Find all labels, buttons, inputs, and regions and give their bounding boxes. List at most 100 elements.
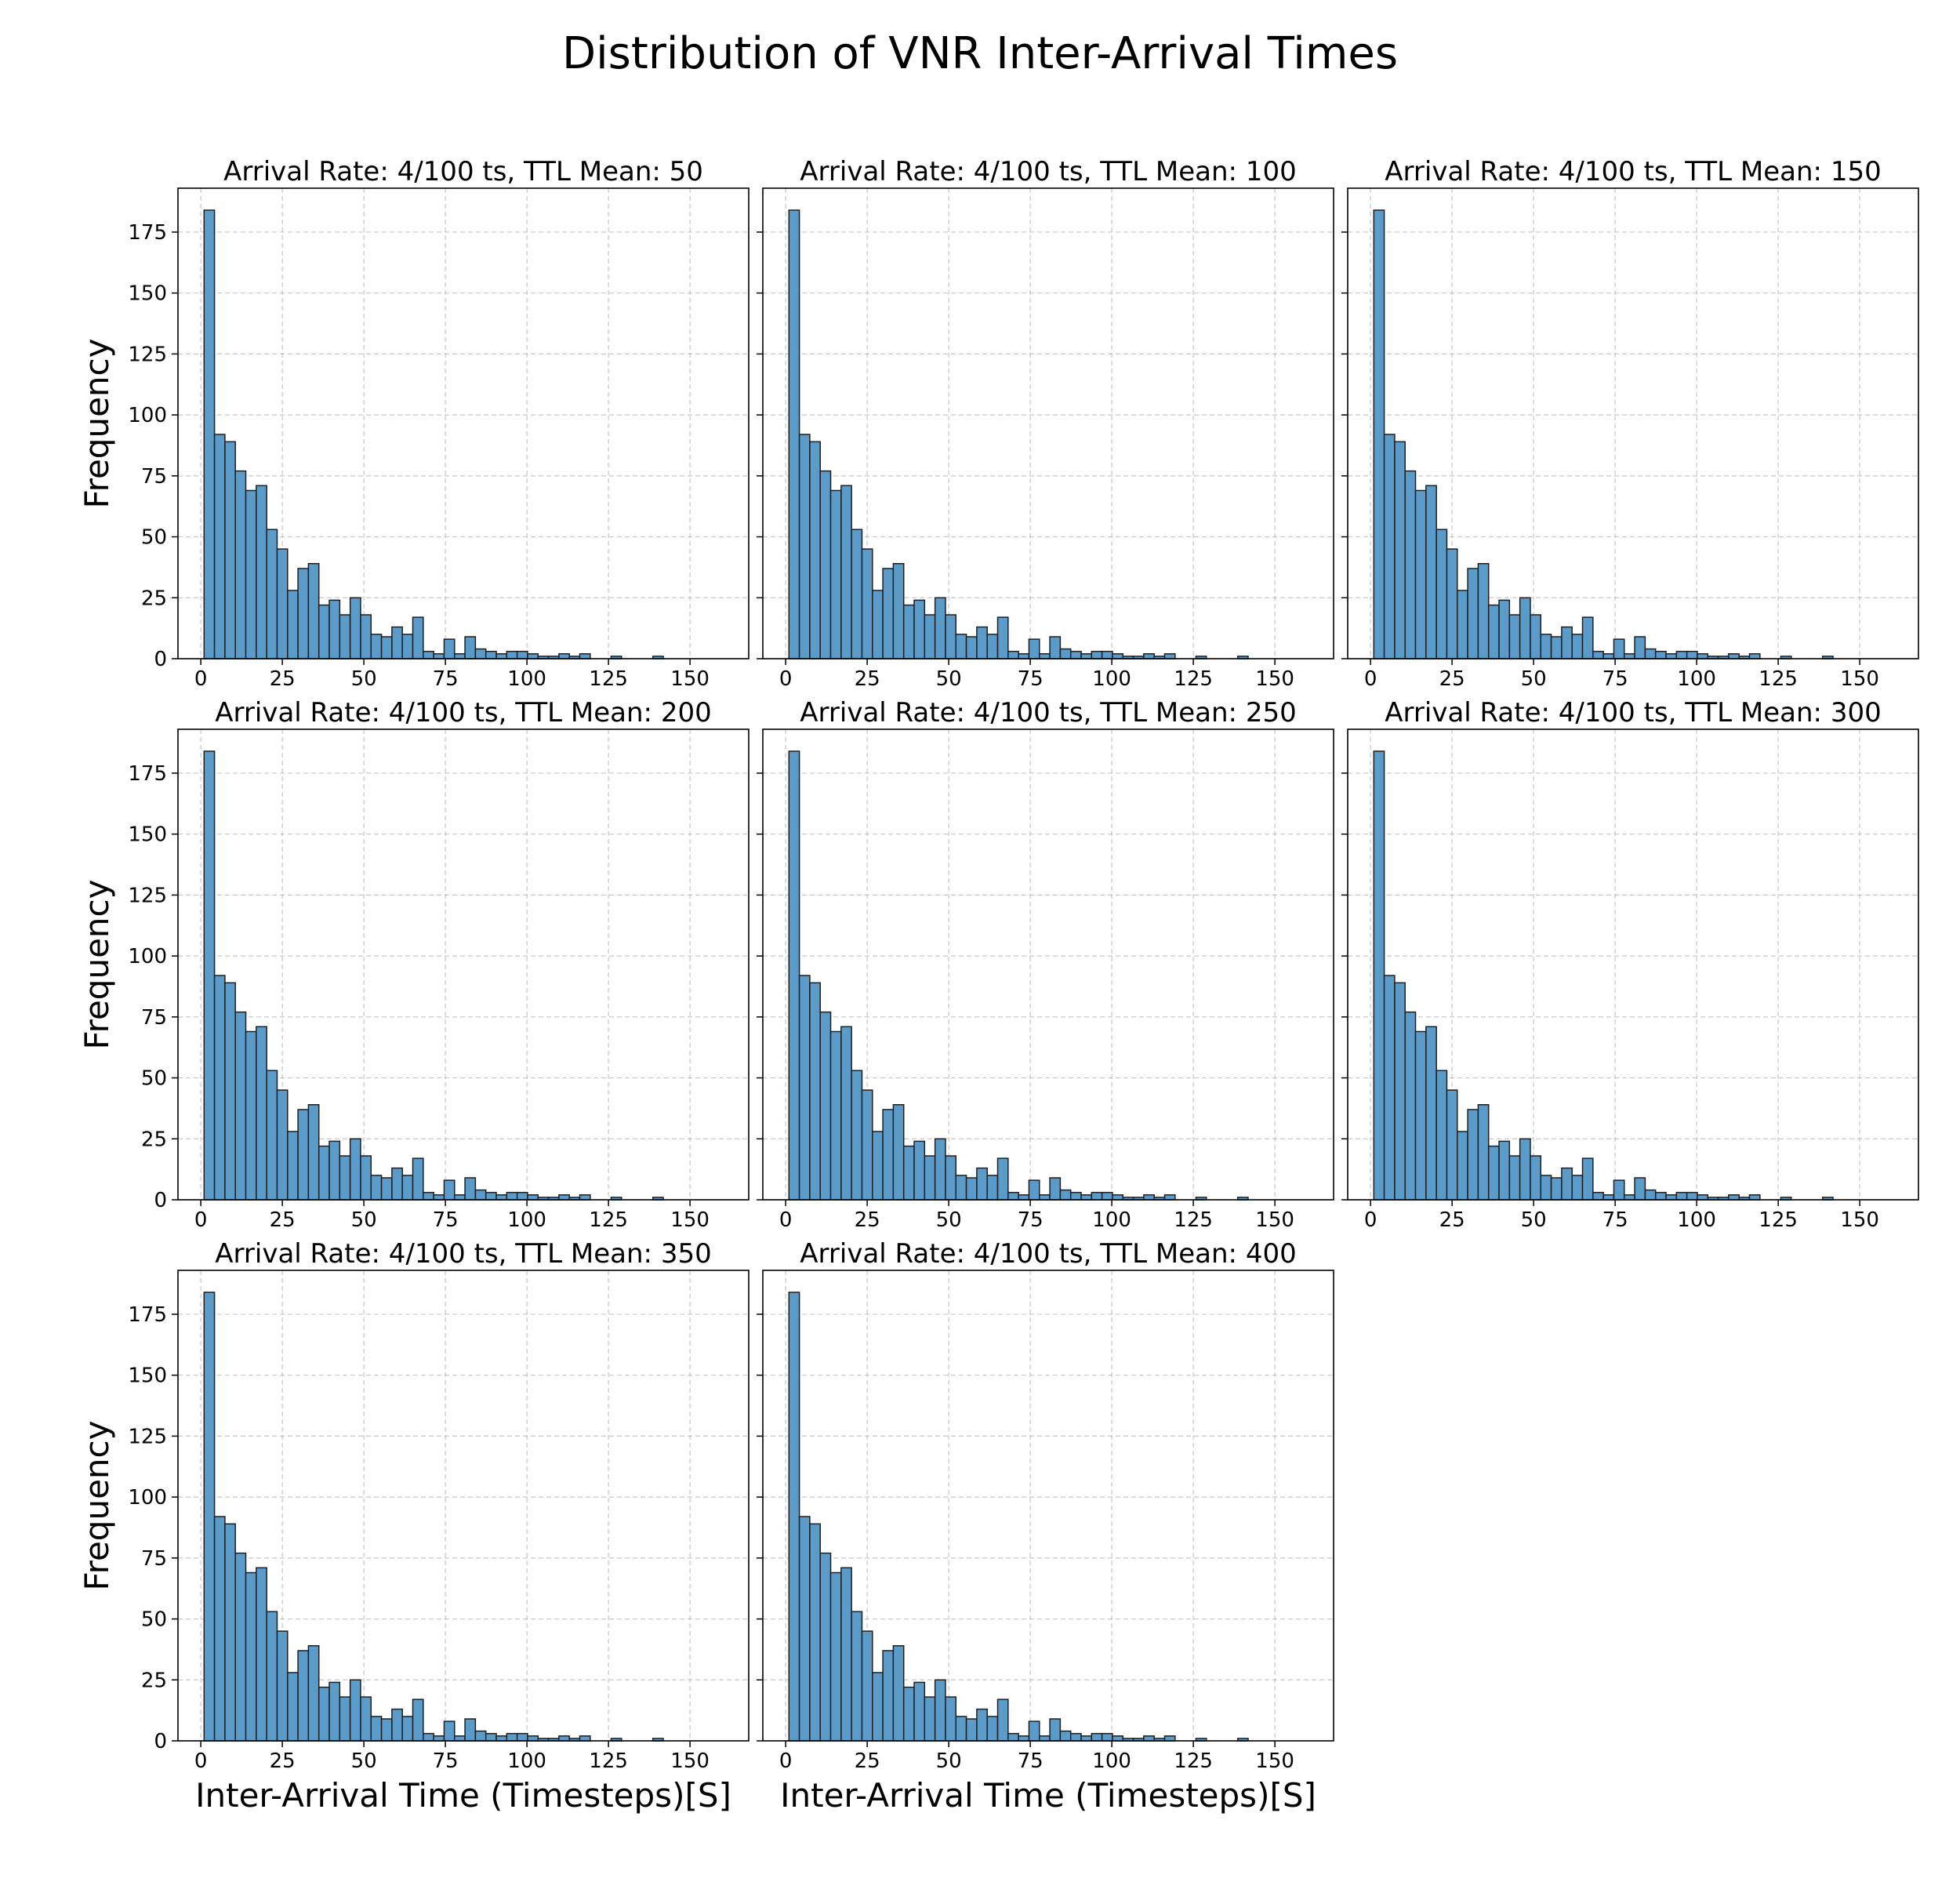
histogram-bar <box>287 590 299 659</box>
histogram-bar <box>1143 1735 1155 1742</box>
panel-title: Arrival Rate: 4/100 ts, TTL Mean: 50 <box>223 156 703 187</box>
histogram-bar <box>464 636 477 659</box>
histogram-bar <box>1039 1194 1051 1201</box>
histogram-bar <box>1059 648 1072 659</box>
histogram-bar <box>788 209 800 659</box>
histogram-bar <box>339 1155 351 1201</box>
x-tick-label: 75 <box>1018 667 1044 691</box>
y-tick-label: 0 <box>154 648 167 671</box>
y-tick-label: 25 <box>141 1128 167 1151</box>
histogram-bar <box>1644 1189 1657 1201</box>
histogram-bar <box>851 1611 863 1742</box>
histogram-bar <box>443 638 456 659</box>
histogram-bar <box>924 1155 936 1201</box>
histogram-bar <box>1457 590 1468 659</box>
histogram-bar <box>872 1131 884 1201</box>
histogram-bar <box>1581 1157 1594 1201</box>
histogram-bar <box>1728 653 1740 659</box>
histogram-bar <box>819 470 832 659</box>
histogram-bar <box>1530 1155 1542 1201</box>
histogram-bar <box>360 614 372 659</box>
histogram-bar <box>955 634 967 659</box>
histogram-bar <box>1613 638 1625 659</box>
histogram-bar <box>1018 1194 1030 1201</box>
x-tick-label: 100 <box>1092 1749 1131 1773</box>
x-tick-label: 150 <box>1255 1749 1294 1773</box>
histogram-bar <box>1550 1177 1563 1201</box>
histogram-bar <box>1540 634 1552 659</box>
histogram-bar <box>819 1011 832 1201</box>
histogram-bar <box>1487 604 1500 659</box>
panel-title: Arrival Rate: 4/100 ts, TTL Mean: 200 <box>215 697 711 728</box>
histogram-bar <box>412 1699 424 1742</box>
histogram-panel-3: 0 25 50 75 100 125 150 Arrival Rate: 4/100 ts, … <box>1341 156 1919 691</box>
histogram-bar <box>1748 653 1761 659</box>
histogram-bar <box>1446 548 1458 659</box>
histogram-bar <box>203 209 216 659</box>
histogram-bar <box>829 1030 842 1201</box>
x-tick-label: 150 <box>1255 1208 1294 1232</box>
histogram-bar <box>380 1718 393 1742</box>
histogram-bar <box>976 1708 988 1742</box>
histogram-bar <box>809 441 821 659</box>
histogram-bar <box>433 1194 445 1201</box>
histogram-bar <box>527 1194 539 1201</box>
histogram-bar <box>412 1157 424 1201</box>
histogram-bar <box>892 563 905 659</box>
x-tick-label: 50 <box>351 1749 377 1773</box>
histogram-bar <box>443 1179 456 1201</box>
histogram-bar <box>516 650 528 659</box>
histogram-bar <box>1602 1194 1615 1201</box>
histogram-panel-2: 0 25 50 75 100 125 150 Arrival Rate: 4/100 ts, … <box>757 156 1334 691</box>
y-tick-label: 0 <box>154 1730 167 1753</box>
histogram-bar <box>297 1650 310 1742</box>
histogram-bar <box>1007 1191 1019 1201</box>
histogram-bar <box>809 982 821 1201</box>
histogram-bar <box>1654 650 1667 659</box>
histogram-bar <box>245 1030 257 1201</box>
histogram-bar <box>1080 1735 1093 1742</box>
histogram-bar <box>1519 1138 1531 1201</box>
histogram-bar <box>234 1011 247 1201</box>
histogram-bar <box>861 548 873 659</box>
histogram-bar <box>798 975 811 1201</box>
histogram-bar <box>297 568 310 659</box>
y-tick-label: 75 <box>141 465 167 489</box>
histogram-bar <box>1728 1194 1740 1201</box>
y-tick-label: 125 <box>128 884 167 907</box>
histogram-bar <box>1675 650 1688 659</box>
histogram-bar <box>955 1175 967 1201</box>
histogram-bar <box>1457 1131 1468 1201</box>
histogram-bar <box>1697 653 1709 659</box>
histogram-bar <box>1101 1191 1113 1201</box>
histogram-bar <box>788 1292 800 1742</box>
x-axis-label: Inter-Arrival Time (Timesteps)[S] <box>195 1776 731 1815</box>
x-tick-label: 25 <box>270 1208 296 1232</box>
histogram-bar <box>945 614 957 659</box>
histogram-bar <box>1686 1191 1698 1201</box>
y-tick-label: 150 <box>128 1364 167 1388</box>
histogram-bar <box>495 1194 508 1201</box>
histogram-bar <box>213 434 226 659</box>
histogram-bar <box>924 614 936 659</box>
histogram-bar <box>318 604 330 659</box>
axes-frame <box>762 728 1334 1201</box>
histogram-bar <box>495 653 508 659</box>
histogram-bar <box>1697 1194 1709 1201</box>
x-tick-label: 150 <box>670 1208 710 1232</box>
axes-frame <box>177 728 750 1201</box>
histogram-bar <box>913 599 926 659</box>
histogram-bar <box>1624 1194 1635 1201</box>
x-tick-label: 100 <box>507 667 546 691</box>
histogram-bar <box>829 1571 842 1742</box>
histogram-bar <box>955 1716 967 1742</box>
histogram-bar <box>454 1194 466 1201</box>
histogram-bar <box>902 1686 915 1742</box>
histogram-bar <box>558 1194 570 1201</box>
histogram-bar <box>485 1732 497 1742</box>
histogram-bar <box>840 1026 852 1201</box>
histogram-bar <box>349 597 361 659</box>
x-tick-label: 50 <box>1521 667 1547 691</box>
histogram-bar <box>266 1611 278 1742</box>
x-tick-label: 0 <box>1364 667 1377 691</box>
